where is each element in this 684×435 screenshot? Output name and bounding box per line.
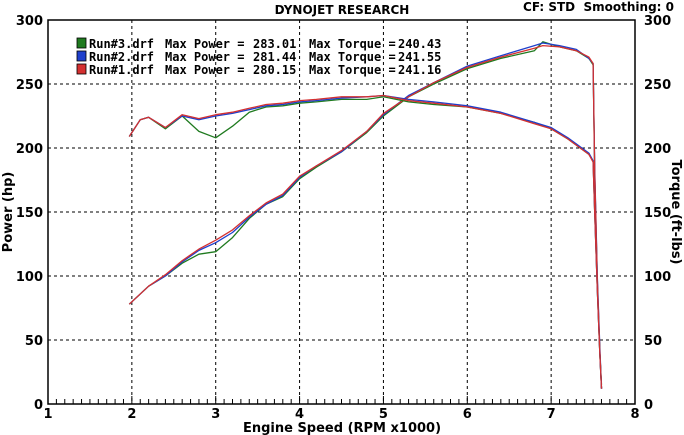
y2-tick-label: 250 bbox=[644, 78, 671, 93]
x-minor-ticks bbox=[47, 396, 636, 404]
y2-axis-label: Torque (ft-lbs) bbox=[668, 159, 683, 264]
x-tick-label: 7 bbox=[547, 407, 556, 422]
legend-power-label: Max Power = bbox=[165, 37, 244, 51]
y-tick-label: 100 bbox=[16, 270, 43, 285]
y-tick-label: 200 bbox=[16, 142, 43, 157]
data-series bbox=[128, 41, 603, 389]
legend-run: Run#2.drf bbox=[89, 50, 154, 64]
x-tick-label: 4 bbox=[295, 407, 304, 422]
legend-power-label: Max Power = bbox=[165, 50, 244, 64]
series-run-1-drf-torque-line bbox=[128, 94, 603, 389]
y2-tick-label: 200 bbox=[644, 142, 671, 157]
y-tick-label: 50 bbox=[25, 334, 43, 349]
x-axis-label: Engine Speed (RPM x1000) bbox=[243, 421, 441, 435]
y2-tick-label: 50 bbox=[644, 334, 662, 349]
legend-power: 283.01 bbox=[253, 37, 296, 51]
legend-torque-label: Max Torque = bbox=[309, 63, 396, 77]
series-run-1-drf-power-line bbox=[128, 44, 603, 389]
grid-lines bbox=[48, 20, 635, 404]
legend-swatch bbox=[76, 50, 87, 62]
legend: Run#3.drf Max Power = 283.01 Max Torque = 24… bbox=[76, 37, 441, 77]
y-axis-label: Power (hp) bbox=[1, 172, 16, 253]
legend-run: Run#3.drf bbox=[89, 37, 154, 51]
legend-torque-label: Max Torque = bbox=[309, 37, 396, 51]
x-tick-label: 6 bbox=[463, 407, 472, 422]
y2-tick-label: 100 bbox=[644, 270, 671, 285]
chart-settings-label: CF: STD Smoothing: 0 bbox=[523, 0, 674, 14]
y-tick-label: 150 bbox=[16, 206, 43, 221]
x-tick-label: 1 bbox=[43, 407, 52, 422]
legend-power-label: Max Power = bbox=[165, 63, 244, 77]
legend-torque: 241.55 bbox=[398, 50, 441, 64]
legend-power: 280.15 bbox=[253, 63, 296, 77]
y2-tick-labels: 0 50 100 150 200 250 300 bbox=[644, 14, 671, 413]
x-tick-labels: 1 2 3 4 5 6 7 8 bbox=[43, 407, 639, 422]
y2-tick-label: 0 bbox=[644, 398, 653, 413]
y-tick-labels: 0 50 100 150 200 250 300 bbox=[16, 14, 43, 413]
chart-title: DYNOJET RESEARCH bbox=[275, 3, 410, 17]
legend-power: 281.44 bbox=[253, 50, 296, 64]
x-tick-label: 5 bbox=[379, 407, 388, 422]
legend-torque: 241.16 bbox=[398, 63, 441, 77]
x-tick-label: 2 bbox=[127, 407, 136, 422]
y-tick-label: 0 bbox=[34, 398, 43, 413]
legend-swatch bbox=[76, 63, 87, 75]
x-tick-label: 8 bbox=[630, 407, 639, 422]
y-tick-label: 250 bbox=[16, 78, 43, 93]
legend-torque: 240.43 bbox=[398, 37, 441, 51]
legend-torque-label: Max Torque = bbox=[309, 50, 396, 64]
y2-tick-label: 300 bbox=[644, 14, 671, 29]
y-tick-label: 300 bbox=[16, 14, 43, 29]
legend-run: Run#1.drf bbox=[89, 63, 154, 77]
x-tick-label: 3 bbox=[211, 407, 220, 422]
y2-tick-label: 150 bbox=[644, 206, 671, 221]
legend-swatch bbox=[76, 37, 87, 49]
